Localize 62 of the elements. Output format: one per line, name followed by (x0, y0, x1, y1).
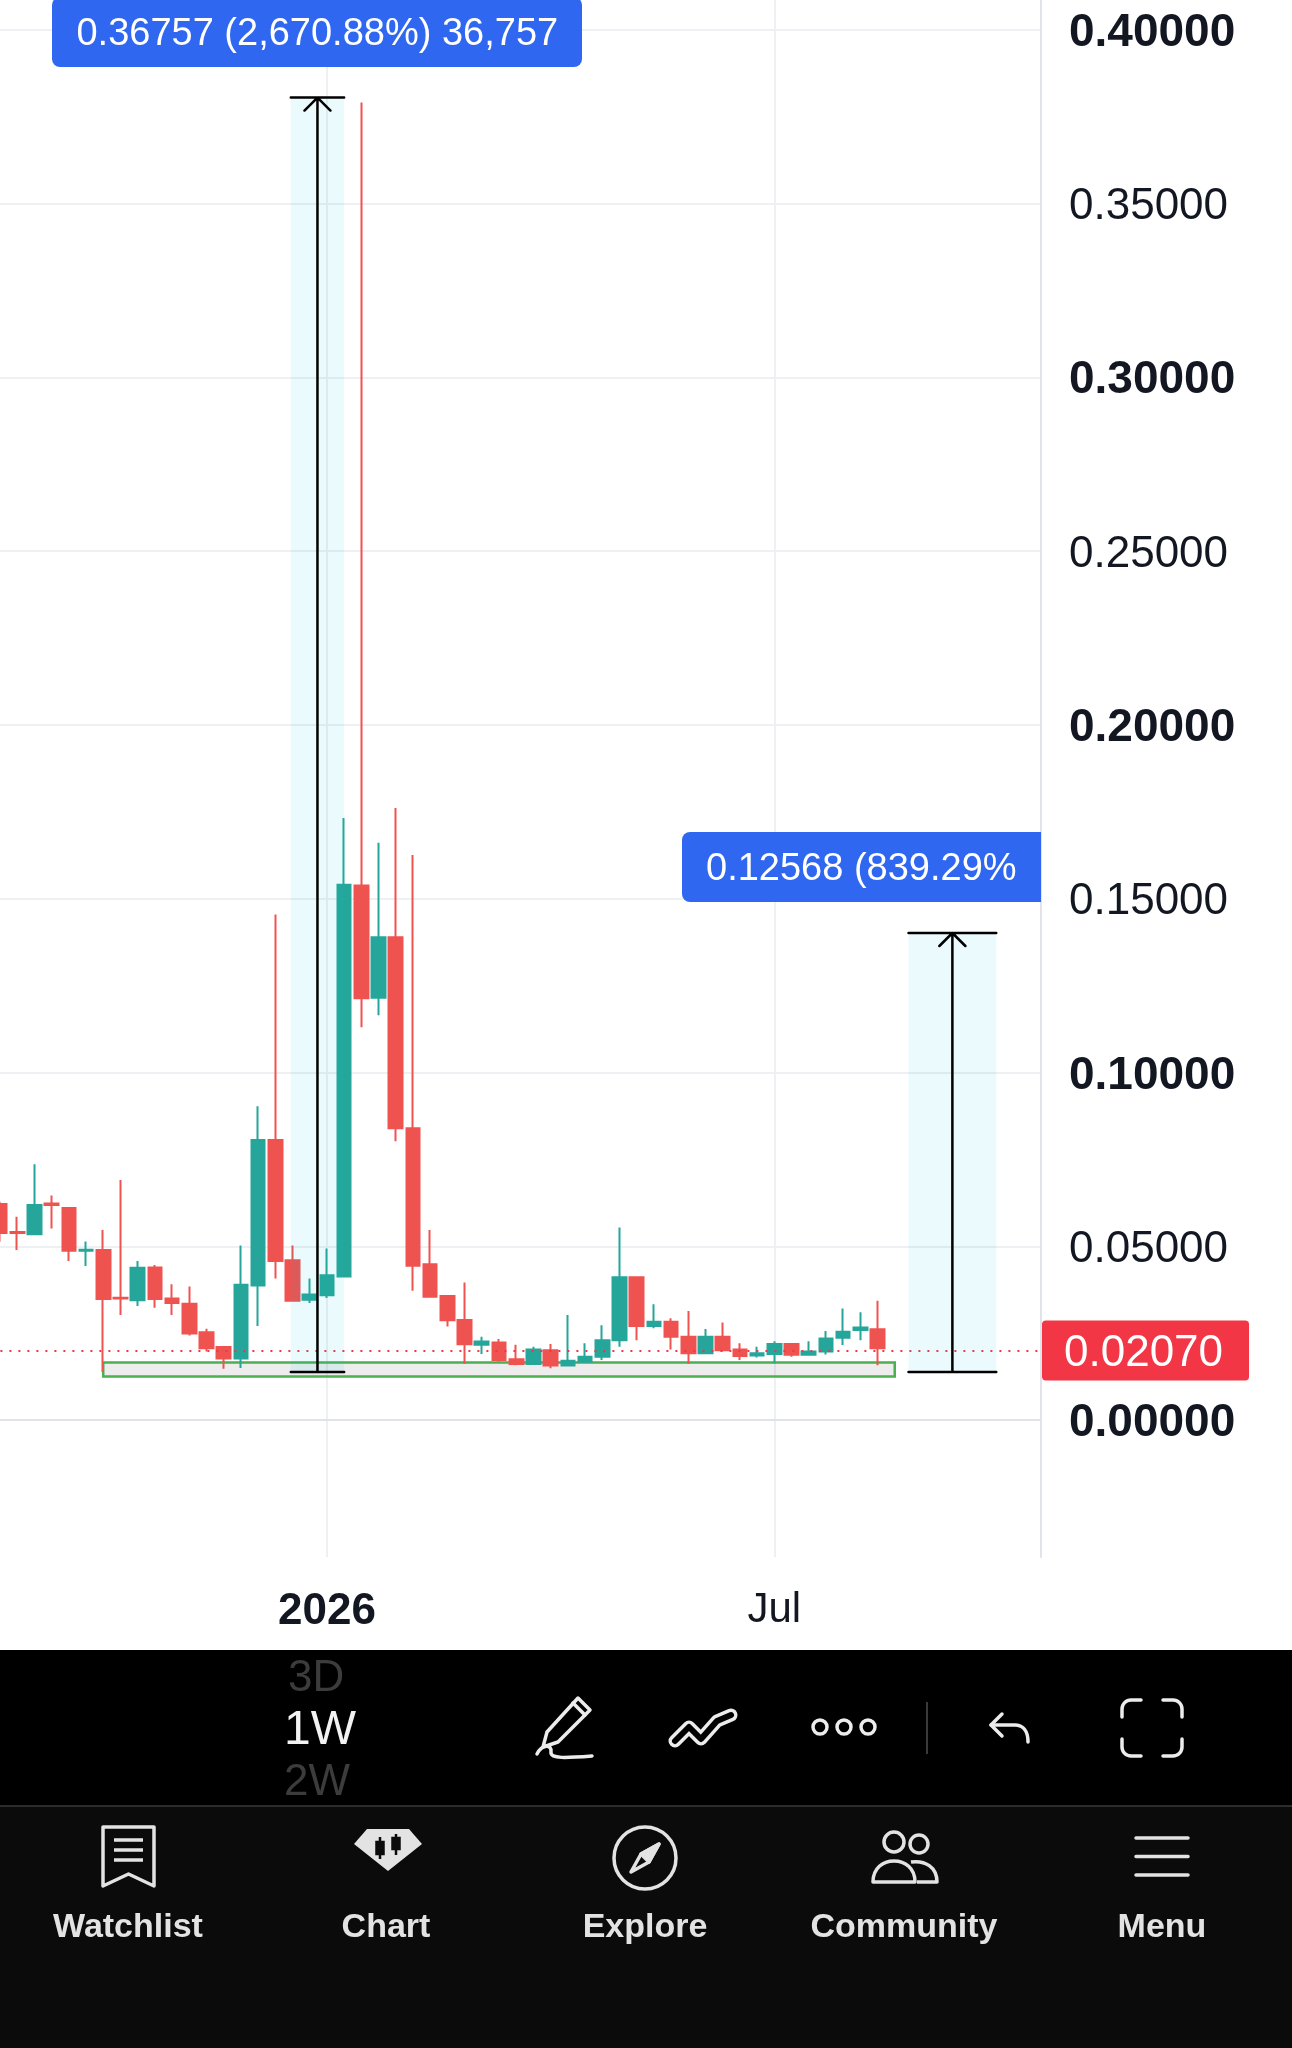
candlestick (129, 1259, 146, 1308)
y-tick-label: 0.25000 (1069, 526, 1229, 576)
candlestick (577, 1342, 593, 1364)
candlestick (869, 1299, 886, 1367)
candlestick (233, 1244, 249, 1369)
text: 3D (288, 1651, 345, 1700)
text: Chart (340, 1905, 432, 1945)
text: 1W (284, 1701, 356, 1754)
candlestick (387, 807, 404, 1143)
candlestick (353, 101, 370, 1029)
candlestick (732, 1342, 748, 1361)
candlestick (405, 853, 421, 1292)
candlestick (766, 1340, 783, 1365)
candlestick (336, 817, 352, 1279)
candlestick (164, 1283, 180, 1317)
candlestick (560, 1314, 576, 1367)
candlestick (26, 1163, 43, 1237)
x-tick-label: 2026 (277, 1583, 376, 1633)
candlestick (78, 1240, 94, 1268)
text: Watchlist (52, 1905, 204, 1945)
candlestick (61, 1206, 77, 1262)
y-tick-label: 0.05000 (1069, 1221, 1229, 1271)
y-tick-label: 0.40000 (1069, 3, 1236, 56)
candlestick (680, 1309, 697, 1366)
text: Community (809, 1905, 999, 1945)
candlestick (525, 1345, 542, 1366)
annotation: 0.12568 (839.29% (682, 832, 1041, 902)
candlestick (749, 1345, 765, 1359)
candlestick (783, 1341, 800, 1358)
candlestick (9, 1215, 26, 1252)
y-tick-label: 0.15000 (1069, 874, 1229, 924)
candlestick (818, 1330, 834, 1356)
candlestick (250, 1105, 266, 1327)
candlestick (697, 1328, 714, 1355)
text: Explore (581, 1905, 709, 1945)
y-tick-label: 0.30000 (1069, 351, 1236, 404)
candlestick (663, 1317, 679, 1351)
candlestick (835, 1307, 851, 1346)
candlestick (646, 1303, 662, 1330)
candlestick (852, 1311, 869, 1342)
candlestick (800, 1340, 817, 1356)
y-tick-label: 0.10000 (1069, 1046, 1236, 1099)
candlestick (301, 1277, 318, 1304)
candlestick (422, 1228, 438, 1299)
candlestick (319, 1247, 335, 1300)
y-tick-label: 0.20000 (1069, 698, 1236, 751)
x-tick-label: Jul (747, 1583, 802, 1631)
text: Menu (1116, 1905, 1208, 1945)
candlestick (542, 1342, 559, 1370)
y-tick-label: 0.00000 (1069, 1394, 1236, 1447)
candlestick (714, 1321, 731, 1353)
candlestick (147, 1264, 163, 1309)
candlestick (491, 1338, 507, 1363)
candlestick (473, 1335, 490, 1356)
candlestick (628, 1276, 645, 1342)
annotation: 0.36757 (2,670.88%) 36,757 (52, 0, 583, 67)
candlestick (43, 1194, 60, 1230)
candlestick (508, 1343, 525, 1367)
text: 2W (284, 1755, 350, 1804)
y-tick-label: 0.35000 (1069, 179, 1229, 229)
ref-line-label: 0.02070 (1064, 1326, 1224, 1376)
candlestick (370, 841, 387, 1017)
